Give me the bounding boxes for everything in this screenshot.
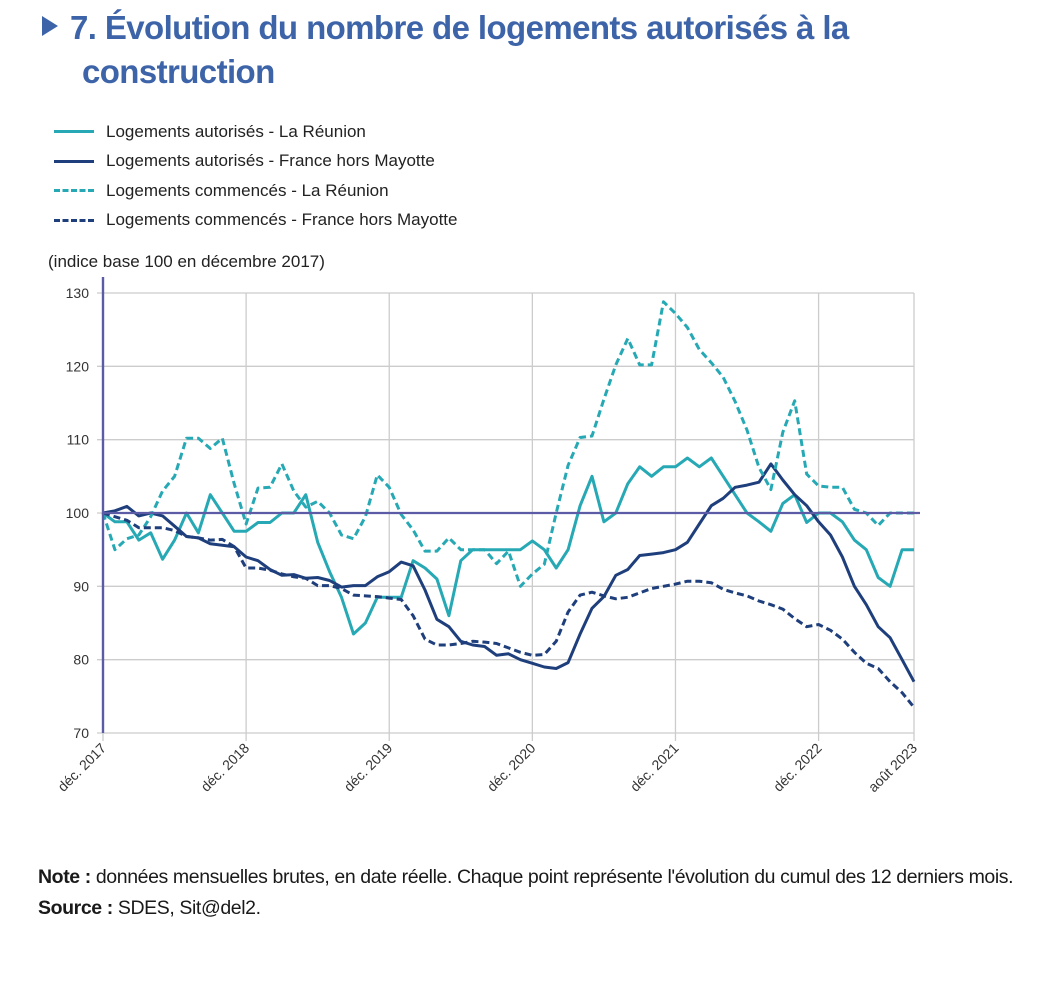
series-line-2	[101, 300, 914, 588]
y-tick-label: 80	[73, 652, 89, 668]
series-line-1	[102, 462, 916, 683]
x-tick-label: déc. 2018	[197, 740, 252, 795]
chart-title-line2: construction	[82, 53, 275, 90]
grid-lines	[97, 292, 915, 741]
legend-swatch-solid-navy	[54, 159, 94, 163]
note-paragraph: Note : données mensuelles brutes, en dat…	[38, 862, 1028, 893]
legend-item-autorises-reunion: Logements autorisés - La Réunion	[54, 117, 457, 147]
chart-title-line1: 7. Évolution du nombre de logements auto…	[70, 9, 849, 46]
x-tick-label: déc. 2021	[627, 740, 682, 795]
legend-label: Logements commencés - La Réunion	[106, 180, 389, 200]
legend-swatch-dashed-navy	[54, 218, 94, 222]
axes	[101, 277, 920, 733]
y-tick-label: 90	[73, 578, 89, 594]
note-label: Note :	[38, 866, 91, 888]
legend-label: Logements commencés - France hors Mayott…	[106, 210, 458, 230]
y-tick-label: 70	[73, 725, 89, 741]
y-axis-unit-label: (indice base 100 en décembre 2017)	[48, 252, 325, 271]
chart-title: 7. Évolution du nombre de logements auto…	[42, 6, 1022, 94]
chart-legend: Logements autorisés - La Réunion Logemen…	[54, 117, 457, 235]
chart-note: Note : données mensuelles brutes, en dat…	[38, 862, 1028, 924]
x-tick-label: août 2023	[865, 740, 921, 796]
series-lines	[101, 300, 916, 709]
legend-label: Logements autorisés - La Réunion	[106, 121, 366, 141]
note-text: données mensuelles brutes, en date réell…	[90, 866, 1014, 888]
series-line-3	[102, 511, 916, 709]
legend-item-commences-reunion: Logements commencés - La Réunion	[54, 176, 457, 206]
y-tick-label: 130	[66, 285, 90, 301]
source-text: SDES, Sit@del2.	[112, 897, 261, 919]
y-tick-label: 120	[66, 358, 90, 374]
legend-swatch-dashed-teal	[54, 189, 94, 193]
x-tick-label: déc. 2017	[54, 740, 109, 795]
legend-item-autorises-france: Logements autorisés - France hors Mayott…	[54, 147, 457, 177]
legend-label: Logements autorisés - France hors Mayott…	[106, 151, 435, 171]
legend-swatch-solid-teal	[54, 130, 94, 134]
triangle-bullet-icon	[42, 16, 58, 36]
x-tick-label: déc. 2022	[770, 740, 825, 795]
legend-item-commences-france: Logements commencés - France hors Mayott…	[54, 206, 457, 236]
y-tick-label: 100	[66, 505, 90, 521]
source-paragraph: Source : SDES, Sit@del2.	[38, 893, 1028, 924]
y-tick-label: 110	[67, 432, 90, 448]
y-axis-ticks: 70 80 90 100 110 120 130	[66, 285, 90, 741]
x-axis-ticks: déc. 2017 déc. 2018 déc. 2019 déc. 2020 déc.…	[54, 740, 920, 796]
x-tick-label: déc. 2019	[341, 740, 396, 795]
x-tick-label: déc. 2020	[484, 740, 539, 795]
source-label: Source :	[38, 897, 113, 919]
